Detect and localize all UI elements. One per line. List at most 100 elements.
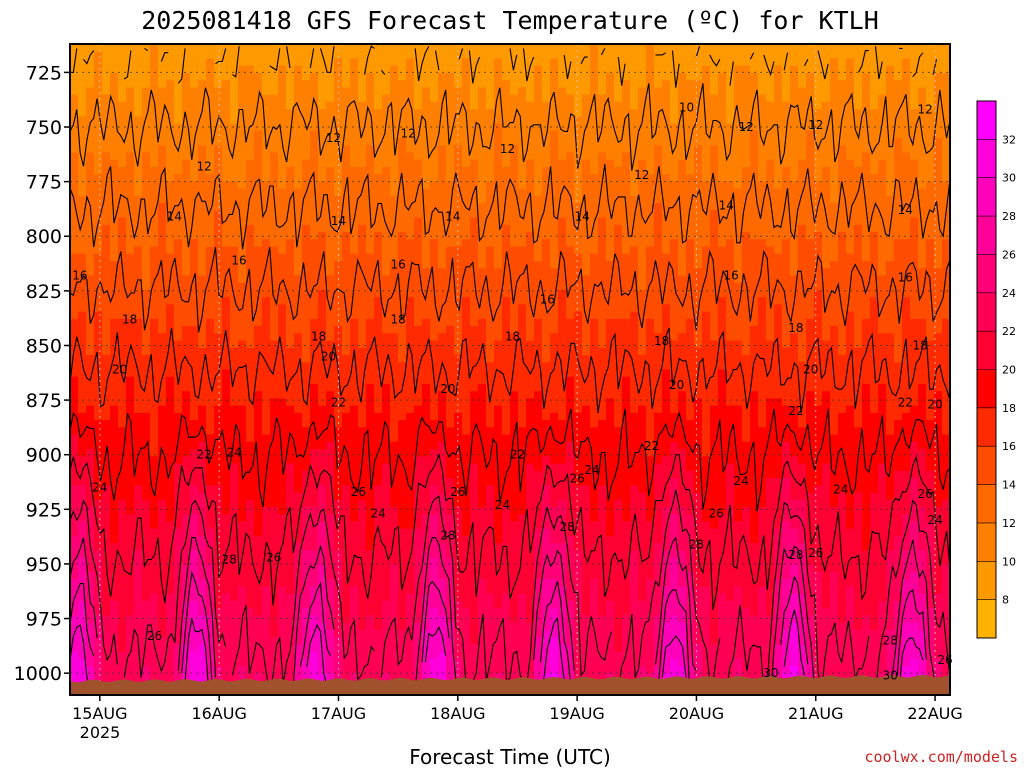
heatmap-cell: [270, 391, 279, 400]
heatmap-cell: [478, 362, 487, 371]
heatmap-cell: [422, 369, 431, 378]
heatmap-cell: [166, 239, 175, 248]
heatmap-cell: [142, 478, 151, 486]
heatmap-cell: [318, 210, 327, 219]
heatmap-cell: [422, 188, 431, 197]
heatmap-cell: [126, 478, 135, 486]
heatmap-cell: [166, 615, 175, 624]
heatmap-cell: [262, 318, 271, 327]
heatmap-cell: [278, 232, 287, 240]
heatmap-cell: [262, 123, 271, 132]
heatmap-cell: [390, 441, 399, 450]
heatmap-cell: [326, 485, 335, 494]
heatmap-cell: [422, 391, 431, 400]
heatmap-cell: [190, 362, 199, 371]
heatmap-cell: [214, 470, 223, 479]
heatmap-cell: [478, 188, 487, 197]
heatmap-cell: [150, 405, 159, 414]
heatmap-cell: [238, 586, 247, 595]
heatmap-cell: [270, 130, 279, 139]
heatmap-cell: [190, 152, 199, 161]
heatmap-cell: [166, 572, 175, 580]
heatmap-cell: [502, 528, 511, 537]
heatmap-cell: [446, 615, 455, 624]
heatmap-cell: [134, 543, 143, 551]
heatmap-cell: [318, 87, 327, 96]
heatmap-cell: [470, 333, 479, 342]
heatmap-cell: [366, 557, 375, 566]
heatmap-cell: [142, 673, 151, 682]
heatmap-cell: [150, 629, 159, 638]
heatmap-cell: [486, 499, 495, 508]
heatmap-cell: [438, 203, 447, 211]
heatmap-cell: [150, 109, 159, 117]
heatmap-cell: [398, 80, 407, 88]
heatmap-cell: [166, 109, 175, 117]
heatmap-cell: [142, 391, 151, 400]
heatmap-cell: [78, 51, 87, 60]
heatmap-cell: [150, 188, 159, 197]
heatmap-cell: [142, 499, 151, 508]
heatmap-cell: [446, 499, 455, 508]
heatmap-cell: [70, 572, 79, 580]
heatmap-cell: [142, 586, 151, 595]
heatmap-cell: [358, 543, 367, 551]
heatmap-cell: [278, 543, 287, 551]
heatmap-cell: [286, 282, 295, 291]
heatmap-cell: [414, 297, 423, 305]
heatmap-cell: [206, 463, 215, 472]
heatmap-cell: [294, 195, 303, 204]
heatmap-cell: [246, 116, 255, 125]
heatmap-cell: [374, 232, 383, 240]
heatmap-cell: [358, 427, 367, 436]
heatmap-cell: [214, 123, 223, 132]
heatmap-cell: [174, 340, 183, 349]
heatmap-cell: [70, 615, 79, 624]
heatmap-cell: [366, 449, 375, 457]
heatmap-cell: [390, 130, 399, 139]
heatmap-cell: [214, 463, 223, 472]
heatmap-cell: [166, 166, 175, 175]
heatmap-cell: [502, 44, 511, 52]
heatmap-cell: [70, 412, 79, 421]
heatmap-cell: [302, 304, 311, 313]
heatmap-cell: [406, 51, 415, 60]
heatmap-cell: [374, 600, 383, 609]
heatmap-cell: [78, 340, 87, 349]
heatmap-cell: [118, 528, 127, 537]
heatmap-cell: [326, 282, 335, 291]
heatmap-cell: [486, 217, 495, 226]
heatmap-cell: [246, 224, 255, 233]
heatmap-cell: [70, 376, 79, 385]
heatmap-cell: [174, 405, 183, 414]
heatmap-cell: [438, 427, 447, 436]
heatmap-cell: [374, 543, 383, 551]
heatmap-cell: [326, 116, 335, 125]
heatmap-cell: [494, 521, 503, 530]
heatmap-cell: [334, 506, 343, 515]
heatmap-cell: [374, 615, 383, 624]
heatmap-cell: [102, 485, 111, 494]
heatmap-cell: [350, 123, 359, 132]
heatmap-cell: [446, 666, 455, 674]
heatmap-cell: [246, 355, 255, 363]
heatmap-cell: [390, 58, 399, 67]
heatmap-cell: [158, 405, 167, 414]
heatmap-cell: [230, 311, 239, 320]
heatmap-cell: [494, 420, 503, 428]
heatmap-cell: [326, 666, 335, 674]
heatmap-cell: [70, 651, 79, 660]
heatmap-cell: [134, 412, 143, 421]
heatmap-cell: [278, 376, 287, 385]
heatmap-cell: [454, 246, 463, 255]
heatmap-cell: [158, 246, 167, 255]
heatmap-cell: [190, 673, 199, 682]
heatmap-cell: [374, 608, 383, 617]
heatmap-cell: [398, 347, 407, 356]
heatmap-cell: [358, 420, 367, 428]
heatmap-cell: [238, 622, 247, 631]
heatmap-cell: [270, 644, 279, 653]
heatmap-cell: [174, 383, 183, 392]
heatmap-cell: [246, 600, 255, 609]
heatmap-cell: [110, 506, 119, 515]
